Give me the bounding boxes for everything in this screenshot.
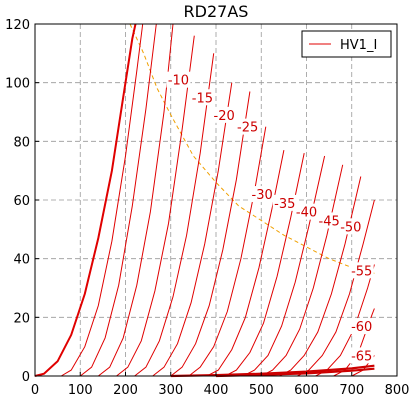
plate-curve [34,23,137,377]
curve-label-bg [166,71,191,88]
y-tick-label: 40 [13,253,30,268]
plate-curve [242,155,326,377]
axis-ticks: 0 100 200 300 400 500 600 700 800 0 20 40 60 80 100 120 [5,18,409,398]
plate-curve [97,23,174,377]
curve-label-bg [294,203,319,220]
curve-label: -55 [351,264,372,279]
plate-curve [152,82,233,377]
curve-label: -50 [340,220,361,235]
x-tick-label: 200 [113,383,138,398]
plate-curve [116,35,195,377]
x-tick-label: 0 [31,383,39,398]
curve-label: -35 [274,197,295,212]
curve-label-bg [190,89,215,106]
plate-curve [134,53,215,377]
limit-curve [129,23,375,274]
x-tick-label: 400 [204,383,229,398]
curve-label-bg [338,218,363,235]
curve-label: -15 [192,91,213,106]
curve-label: -45 [319,214,340,229]
x-tick-label: 600 [294,383,319,398]
curve-label: -30 [252,188,273,203]
plate-curves [34,23,375,378]
curve-label: -20 [214,109,235,124]
curve-label: -65 [351,349,372,364]
plate-curve [206,150,285,377]
plate-curve [261,164,344,377]
curve-label-bg [349,347,374,364]
curve-labels: -10-15-20-25 -30-35-40-45 -50 -55 -60 -65 [166,71,374,364]
curve-label-bg [212,106,237,123]
plate-curve-bold [170,364,375,378]
x-tick-label: 300 [158,383,183,398]
chart-title: RD27AS [184,2,249,21]
curve-label-bg [317,212,342,229]
y-tick-label: 120 [5,18,30,33]
plate-curve [297,199,375,377]
curve-label: -10 [168,74,189,89]
legend-label: HV1_I [340,38,377,53]
grid-lines [35,24,397,376]
y-tick-label: 80 [13,135,30,150]
curve-label: -40 [296,206,317,221]
curve-label-bg [235,118,260,135]
legend: HV1_I [301,30,392,58]
curve-label-bg [349,262,374,279]
y-tick-label: 100 [5,77,30,92]
y-tick-label: 20 [13,311,30,326]
curve-label-bg [349,318,374,335]
x-tick-label: 100 [68,383,93,398]
plate-curve [60,23,144,377]
y-tick-label: 60 [13,194,30,209]
plate-curve [279,176,362,377]
plate-curve [170,91,251,377]
x-tick-label: 700 [339,383,364,398]
x-tick-label: 800 [385,383,410,398]
x-tick-label: 500 [249,383,274,398]
curve-label-bg [272,194,297,211]
curve-label-bg [250,186,275,203]
curve-label: -60 [351,320,372,335]
plate-curve [79,23,157,377]
plate-curve [224,152,305,377]
dissipation-limit-curve [129,23,375,274]
y-tick-label: 0 [22,370,30,385]
curve-label: -25 [237,121,258,136]
